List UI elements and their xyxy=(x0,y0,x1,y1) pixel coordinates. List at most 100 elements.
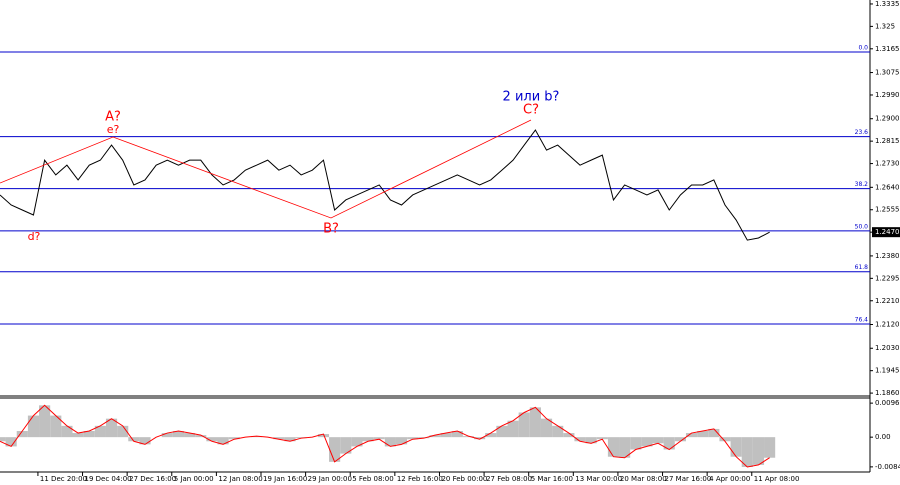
oscillator-bar xyxy=(395,437,408,445)
x-tick-label: 12 Jan 08:00 xyxy=(218,475,262,483)
oscillator-bar xyxy=(217,437,229,445)
oscillator-bar xyxy=(563,433,575,438)
oscillator-bar xyxy=(507,420,519,438)
y-tick-label: 1.2470 xyxy=(875,228,900,236)
oscillator-bar xyxy=(117,425,129,438)
oscillator-bar xyxy=(685,433,698,438)
wave-label: d? xyxy=(28,230,41,243)
y-tick-label: 1.2990 xyxy=(875,91,900,99)
oscillator-bar xyxy=(496,425,508,438)
oscillator-bar xyxy=(440,433,452,438)
oscillator-bar xyxy=(630,437,642,450)
oscillator-line xyxy=(0,404,770,468)
oscillator-bar xyxy=(518,412,530,438)
oscillator-bar xyxy=(284,437,296,442)
x-tick-label: 27 Feb 08:00 xyxy=(486,475,532,483)
oscillator-bar xyxy=(574,437,586,442)
y-tick-label: 1.1860 xyxy=(875,389,900,397)
oscillator-bar xyxy=(641,437,653,447)
oscillator-bar xyxy=(139,437,151,445)
oscillator-bar xyxy=(619,437,631,458)
oscillator-bar xyxy=(273,437,285,440)
x-tick-label: 5 Feb 08:00 xyxy=(352,475,393,483)
wave-label: A? xyxy=(105,110,121,125)
fib-level-label: 23.6 xyxy=(855,129,869,136)
oscillator-bar xyxy=(72,433,84,438)
x-tick-label: 11 Dec 20:00 xyxy=(40,475,87,483)
y-tick-label: 1.2640 xyxy=(875,183,900,191)
fib-level-label: 0.0 xyxy=(858,44,868,51)
oscillator-bar xyxy=(451,431,463,438)
oscillator-bar xyxy=(27,415,40,438)
oscillator-bar xyxy=(752,437,765,465)
x-tick-label: 11 Apr 08:00 xyxy=(754,475,800,483)
y-tick-label: 1.2030 xyxy=(875,344,900,352)
y-tick-label: 1.2555 xyxy=(875,206,900,214)
oscillator-bar xyxy=(362,437,374,442)
oscillator-bar xyxy=(697,431,709,438)
x-tick-label: 12 Feb 16:00 xyxy=(397,475,443,483)
x-tick-label: 19 Jan 16:00 xyxy=(263,475,307,483)
y-tick-label: 1.3335 xyxy=(875,0,900,8)
x-tick-label: 27 Dec 16:00 xyxy=(129,475,176,483)
y-tick-label: 0.00 xyxy=(875,433,891,441)
y-tick-label: -0.00845 xyxy=(875,463,900,471)
oscillator-bar xyxy=(195,435,207,438)
oscillator-bar xyxy=(384,437,396,447)
oscillator-bar xyxy=(652,437,664,444)
y-tick-label: 1.325 xyxy=(875,22,895,30)
oscillator-bar xyxy=(719,437,731,442)
oscillator-bar xyxy=(585,437,597,444)
oscillator-bar xyxy=(529,407,541,438)
y-tick-label: 1.2815 xyxy=(875,137,900,145)
oscillator-bar xyxy=(128,437,140,442)
y-tick-label: 1.2120 xyxy=(875,321,900,329)
oscillator-bar xyxy=(250,436,263,438)
fib-level-label: 38.2 xyxy=(855,181,869,188)
fib-level-label: 61.8 xyxy=(855,264,869,271)
oscillator-bar xyxy=(663,437,675,450)
fib-level-label: 76.4 xyxy=(855,316,869,323)
oscillator-bar xyxy=(295,437,307,439)
oscillator-bar xyxy=(329,437,341,462)
oscillator-bar xyxy=(16,431,28,438)
x-tick-label: 5 Jan 00:00 xyxy=(174,475,214,483)
oscillator-bar xyxy=(206,437,218,442)
oscillator-bar xyxy=(474,437,486,440)
y-tick-label: 1.3165 xyxy=(875,45,900,53)
oscillator-bar xyxy=(596,437,608,440)
oscillator-bar xyxy=(0,437,6,442)
oscillator-bar xyxy=(39,405,51,438)
oscillator-bar xyxy=(552,425,564,438)
x-tick-label: 4 Apr 00:00 xyxy=(709,475,750,483)
x-tick-label: 27 Mar 16:00 xyxy=(665,475,712,483)
y-tick-label: 0.00968 xyxy=(875,399,900,407)
oscillator-bar xyxy=(607,437,620,457)
oscillator-bar xyxy=(540,418,553,438)
oscillator-bar xyxy=(161,433,173,438)
oscillator-bar xyxy=(94,425,106,438)
oscillator-bar xyxy=(764,437,776,458)
oscillator-bar xyxy=(708,428,720,438)
oscillator-bar xyxy=(340,437,352,454)
y-tick-label: 1.2900 xyxy=(875,115,900,123)
oscillator-bar xyxy=(50,415,62,438)
y-tick-label: 1.2210 xyxy=(875,297,900,305)
x-tick-label: 29 Jan 00:00 xyxy=(308,475,352,483)
wave-label: C? xyxy=(523,103,539,118)
wave-label: e? xyxy=(107,123,120,136)
oscillator-bar xyxy=(429,435,441,438)
current-price-box xyxy=(872,227,900,238)
oscillator-bar xyxy=(61,425,73,438)
x-tick-label: 13 Mar 00:00 xyxy=(575,475,622,483)
oscillator-bar xyxy=(317,434,330,438)
oscillator-bar xyxy=(5,437,17,447)
oscillator-bar xyxy=(105,418,118,438)
oscillator-bar xyxy=(373,437,385,440)
oscillator-bar xyxy=(407,437,419,440)
oscillator-bar xyxy=(674,437,686,442)
y-tick-label: 1.2380 xyxy=(875,252,900,260)
y-tick-label: 1.2295 xyxy=(875,274,900,282)
